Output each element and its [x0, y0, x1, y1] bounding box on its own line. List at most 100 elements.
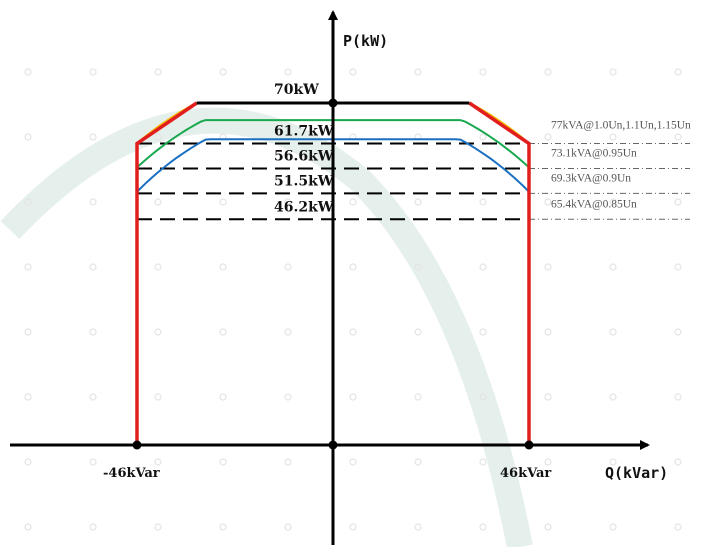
background-dot [219, 263, 227, 271]
background-dot [219, 68, 227, 76]
background-dot [154, 393, 162, 401]
background-dot [414, 523, 422, 531]
background-dot [154, 68, 162, 76]
background-dot [674, 458, 682, 466]
background-dot [674, 393, 682, 401]
x-tick-right: 46kVar [500, 466, 551, 481]
key-points [132, 98, 534, 450]
level-label: 61.7kW [274, 124, 334, 140]
envelope-right [468, 101, 531, 445]
envelope-left [135, 101, 198, 445]
background-dot [154, 328, 162, 336]
background-dot [479, 68, 487, 76]
background-dot [544, 198, 552, 206]
background-dot [544, 458, 552, 466]
background-dot [154, 133, 162, 141]
level-note: 65.4kVA@0.85Un [551, 198, 637, 210]
level-label: 56.6kW [274, 148, 334, 164]
background-dot [24, 328, 32, 336]
key-point [524, 440, 534, 450]
background-dot [284, 328, 292, 336]
background-dot [609, 328, 617, 336]
level-note: 77kVA@1.0Un,1.1Un,1.15Un [551, 120, 691, 132]
background-dot [609, 263, 617, 271]
background-dot [284, 458, 292, 466]
background-dot [674, 263, 682, 271]
background-dot [479, 523, 487, 531]
background-dot [609, 68, 617, 76]
background-dot [544, 263, 552, 271]
key-point [132, 440, 142, 450]
background-dot [89, 328, 97, 336]
background-dot [284, 263, 292, 271]
background-dot [219, 328, 227, 336]
background-dot [414, 458, 422, 466]
background-dot [609, 458, 617, 466]
level-label: 46.2kW [274, 199, 334, 215]
y-axis-label: P(kW) [343, 32, 388, 50]
background-dot [349, 263, 357, 271]
background-dot [219, 523, 227, 531]
background-dot [89, 458, 97, 466]
x-axis-label: Q(kVar) [605, 464, 668, 482]
background-dot [609, 133, 617, 141]
background-dot [89, 523, 97, 531]
background-dot [284, 523, 292, 531]
background-dot [89, 263, 97, 271]
background-dot [154, 198, 162, 206]
background-dot [154, 458, 162, 466]
background-dot [479, 133, 487, 141]
background-dot [219, 198, 227, 206]
background-dot [479, 458, 487, 466]
p-max-label: 70kW [274, 82, 319, 98]
background-dot [349, 393, 357, 401]
background-dot [674, 523, 682, 531]
level-note: 69.3kVA@0.9Un [551, 172, 631, 184]
background-dot [24, 523, 32, 531]
background-dot [479, 263, 487, 271]
background-dot [24, 458, 32, 466]
background-dot [609, 393, 617, 401]
background-dot [544, 328, 552, 336]
background-dot [544, 68, 552, 76]
background-dot [24, 198, 32, 206]
background-dot [414, 263, 422, 271]
background-dot-grid [24, 68, 682, 531]
background-dot [414, 68, 422, 76]
background-dot [89, 198, 97, 206]
background-dot [414, 393, 422, 401]
background-dot [219, 458, 227, 466]
background-watermark [0, 107, 533, 547]
level-note: 73.1kVA@0.95Un [551, 147, 637, 159]
level-label: 51.5kW [274, 173, 334, 189]
background-dot [349, 328, 357, 336]
key-point [328, 98, 338, 108]
background-dot [544, 133, 552, 141]
background-dot [674, 68, 682, 76]
background-dot [414, 198, 422, 206]
level-labels: 61.7kW 77kVA@1.0Un,1.1Un,1.15Un 56.6kW 73.1… [274, 120, 691, 216]
background-dot [284, 393, 292, 401]
background-dot [219, 393, 227, 401]
background-dot [609, 523, 617, 531]
background-dot [674, 328, 682, 336]
background-dot [349, 523, 357, 531]
background-dot [349, 198, 357, 206]
background-dot [609, 198, 617, 206]
background-dot [544, 523, 552, 531]
background-dot [674, 198, 682, 206]
background-dot [479, 328, 487, 336]
background-dot [674, 133, 682, 141]
key-point [328, 440, 338, 450]
x-tick-left: -46kVar [103, 466, 160, 481]
background-dot [284, 198, 292, 206]
background-dot [154, 523, 162, 531]
background-dot [89, 393, 97, 401]
background-dot [24, 68, 32, 76]
background-dot [349, 68, 357, 76]
background-dot [544, 393, 552, 401]
background-dot [284, 68, 292, 76]
background-dot [24, 263, 32, 271]
background-dot [24, 393, 32, 401]
